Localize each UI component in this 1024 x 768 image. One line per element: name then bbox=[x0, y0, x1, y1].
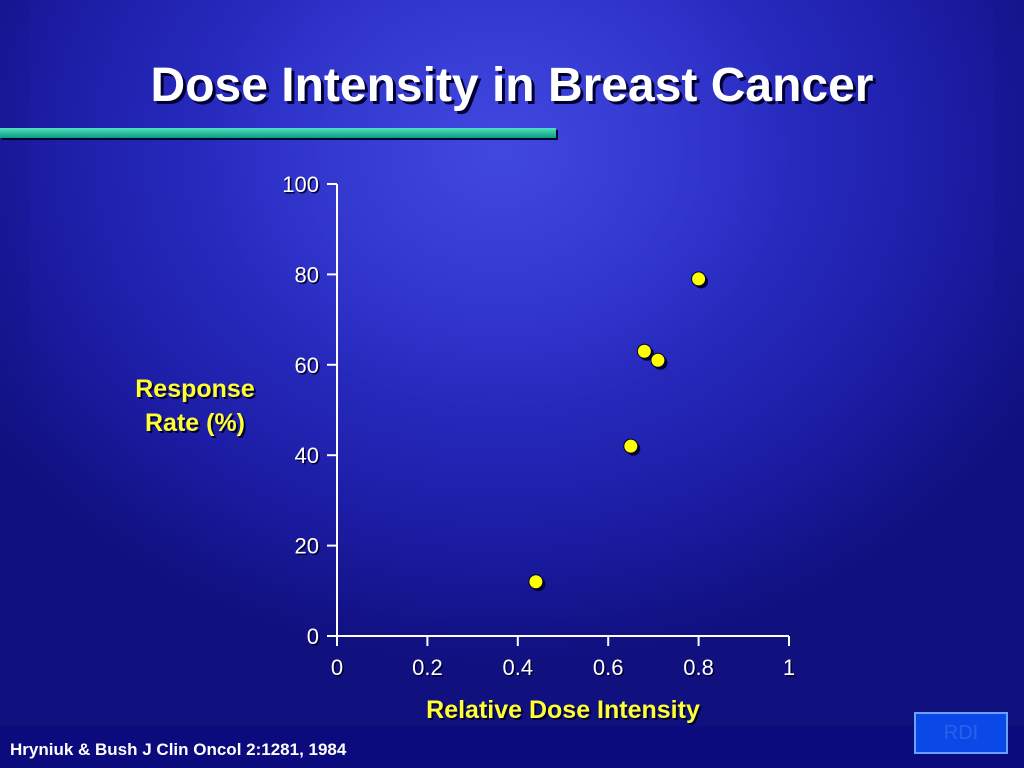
x-tick-label-shadow: 0 bbox=[332, 657, 344, 682]
y-axis-label-line-1: Response bbox=[135, 375, 255, 403]
citation: Hryniuk & Bush J Clin Oncol 2:1281, 1984 bbox=[10, 740, 347, 759]
y-axis-label: Response Rate (%) bbox=[110, 372, 280, 440]
data-point bbox=[528, 574, 544, 590]
x-tick-label-shadow: 0.6 bbox=[594, 657, 625, 682]
y-tick-label-shadow: 20 bbox=[296, 535, 320, 560]
x-tick-label-shadow: 0.8 bbox=[685, 657, 716, 682]
y-axis-label-line-2: Rate (%) bbox=[144, 409, 245, 437]
y-tick-label-shadow: 60 bbox=[296, 354, 320, 379]
title-underline bbox=[0, 128, 556, 138]
y-tick-label: 20 bbox=[295, 534, 319, 559]
data-point bbox=[623, 438, 639, 454]
data-point bbox=[636, 343, 652, 359]
y-tick-label-shadow: 100 bbox=[284, 174, 321, 199]
y-tick-label: 40 bbox=[295, 443, 319, 468]
y-tick-label: 80 bbox=[295, 262, 319, 287]
x-tick-label-shadow: 0.2 bbox=[414, 657, 445, 682]
data-point bbox=[691, 271, 707, 287]
x-tick-label: 0.4 bbox=[503, 655, 534, 680]
y-tick-label: 100 bbox=[282, 172, 319, 197]
y-tick-label-shadow: 40 bbox=[296, 445, 320, 470]
x-tick-label: 0.2 bbox=[412, 655, 443, 680]
x-tick-label-shadow: 0.4 bbox=[504, 657, 535, 682]
rdi-nav-button[interactable]: RDI bbox=[914, 712, 1008, 754]
x-axis-label: Relative Dose Intensity bbox=[426, 696, 700, 724]
slide-title: Dose Intensity in Breast Cancer bbox=[150, 59, 874, 112]
x-tick-label: 0.8 bbox=[683, 655, 714, 680]
chart-axes bbox=[336, 184, 789, 637]
x-tick-label: 1 bbox=[783, 655, 795, 680]
y-tick-label-shadow: 80 bbox=[296, 264, 320, 289]
chart-points bbox=[528, 271, 709, 592]
data-point bbox=[650, 352, 666, 368]
y-tick-label: 0 bbox=[307, 624, 319, 649]
x-tick-label-shadow: 1 bbox=[784, 657, 796, 682]
x-tick-label: 0.6 bbox=[593, 655, 624, 680]
y-tick-label: 60 bbox=[295, 353, 319, 378]
y-tick-label-shadow: 0 bbox=[308, 626, 320, 651]
x-tick-label: 0 bbox=[331, 655, 343, 680]
